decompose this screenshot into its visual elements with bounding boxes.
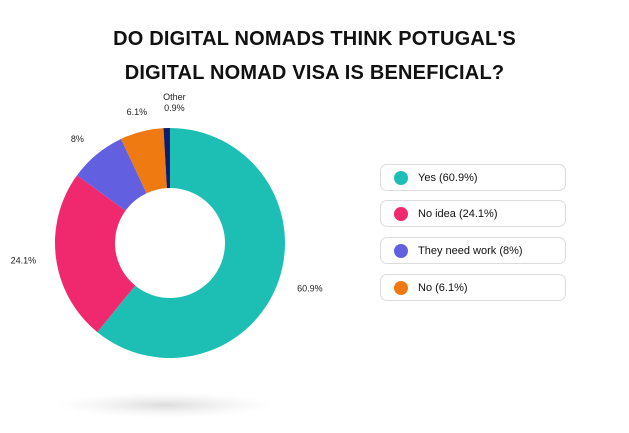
data-label-other-name: Other	[163, 92, 186, 102]
legend-swatch-they-need-work	[394, 243, 408, 258]
chart-shadow	[55, 392, 275, 418]
data-label-other: 0.9%	[164, 103, 185, 113]
slice-other	[163, 128, 170, 189]
legend-swatch-no	[394, 280, 408, 295]
slice-no	[121, 128, 167, 194]
legend-swatch-yes	[394, 170, 408, 185]
legend-item-no-idea: No idea (24.1%)	[380, 200, 566, 227]
legend-label-no: No (6.1%)	[418, 281, 468, 294]
legend-item-no: No (6.1%)	[380, 274, 566, 301]
chart-title-line-2: DIGITAL NOMAD VISA IS BENEFICIAL?	[124, 62, 505, 84]
data-label-no: 6.1%	[127, 107, 148, 117]
legend-label-they-need-work: They need work (8%)	[418, 244, 523, 257]
data-label-no-idea: 24.1%	[11, 255, 37, 265]
legend-item-they-need-work: They need work (8%)	[380, 237, 566, 264]
legend-label-yes: Yes (60.9%)	[418, 171, 478, 184]
legend-swatch-no-idea	[394, 206, 408, 221]
data-label-they-need-work: 8%	[71, 134, 84, 144]
chart-title-line-1: DO DIGITAL NOMADS THINK POTUGAL'S	[113, 28, 516, 50]
slice-no-idea	[55, 175, 136, 333]
legend-item-yes: Yes (60.9%)	[380, 164, 566, 191]
slice-they-need-work	[76, 138, 147, 211]
slice-yes	[97, 128, 286, 359]
data-label-yes: 60.9%	[297, 283, 323, 293]
legend-label-no-idea: No idea (24.1%)	[418, 207, 498, 220]
